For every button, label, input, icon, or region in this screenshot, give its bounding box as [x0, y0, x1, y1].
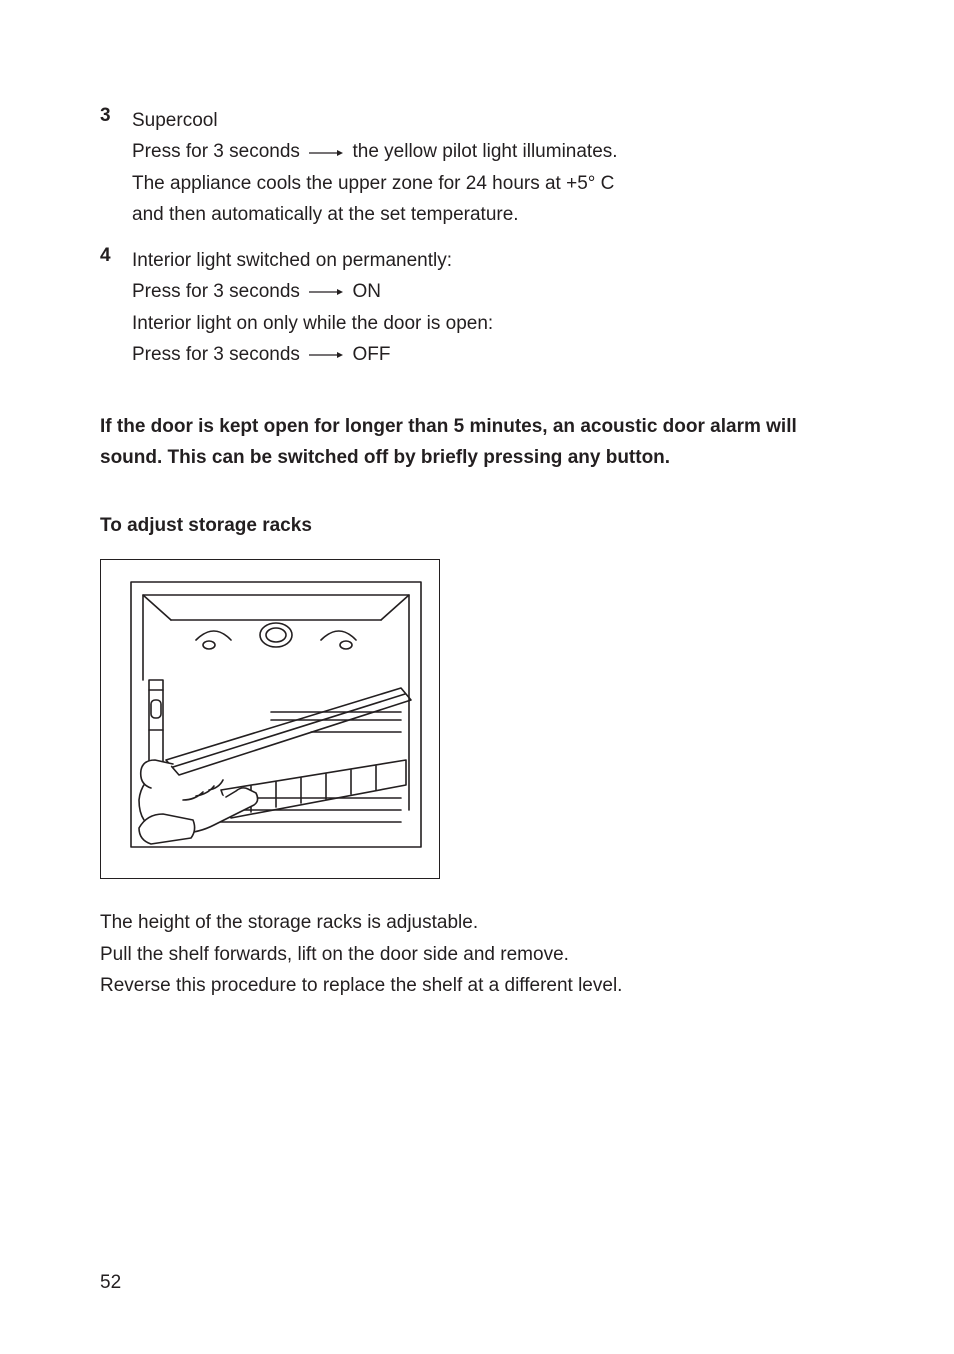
line: Interior light switched on permanently:: [132, 245, 493, 276]
line: Press for 3 seconds OFF: [132, 339, 493, 371]
figure-caption: The height of the storage racks is adjus…: [100, 907, 854, 1001]
list-body: Supercool Press for 3 seconds the yellow…: [132, 105, 618, 231]
section-heading: To adjust storage racks: [100, 515, 854, 537]
list-item-3: 3 Supercool Press for 3 seconds the yell…: [100, 105, 854, 231]
warning-text: If the door is kept open for longer than…: [100, 411, 854, 474]
caption-line: The height of the storage racks is adjus…: [100, 907, 854, 938]
list-number: 3: [100, 105, 132, 231]
line: Interior light on only while the door is…: [132, 308, 493, 339]
rack-illustration-svg: [101, 560, 440, 879]
arrow-icon: [309, 339, 343, 370]
caption-line: Pull the shelf forwards, lift on the doo…: [100, 939, 854, 970]
line: Press for 3 seconds the yellow pilot lig…: [132, 136, 618, 168]
line: The appliance cools the upper zone for 2…: [132, 168, 618, 199]
rack-adjustment-figure: [100, 559, 440, 879]
arrow-icon: [309, 276, 343, 307]
line: Press for 3 seconds ON: [132, 276, 493, 308]
page-number: 52: [100, 1272, 121, 1294]
instruction-list: 3 Supercool Press for 3 seconds the yell…: [100, 105, 854, 371]
line: and then automatically at the set temper…: [132, 199, 618, 230]
list-number: 4: [100, 245, 132, 371]
caption-line: Reverse this procedure to replace the sh…: [100, 970, 854, 1001]
arrow-icon: [309, 137, 343, 168]
list-item-4: 4 Interior light switched on permanently…: [100, 245, 854, 371]
list-body: Interior light switched on permanently: …: [132, 245, 493, 371]
line: Supercool: [132, 105, 618, 136]
